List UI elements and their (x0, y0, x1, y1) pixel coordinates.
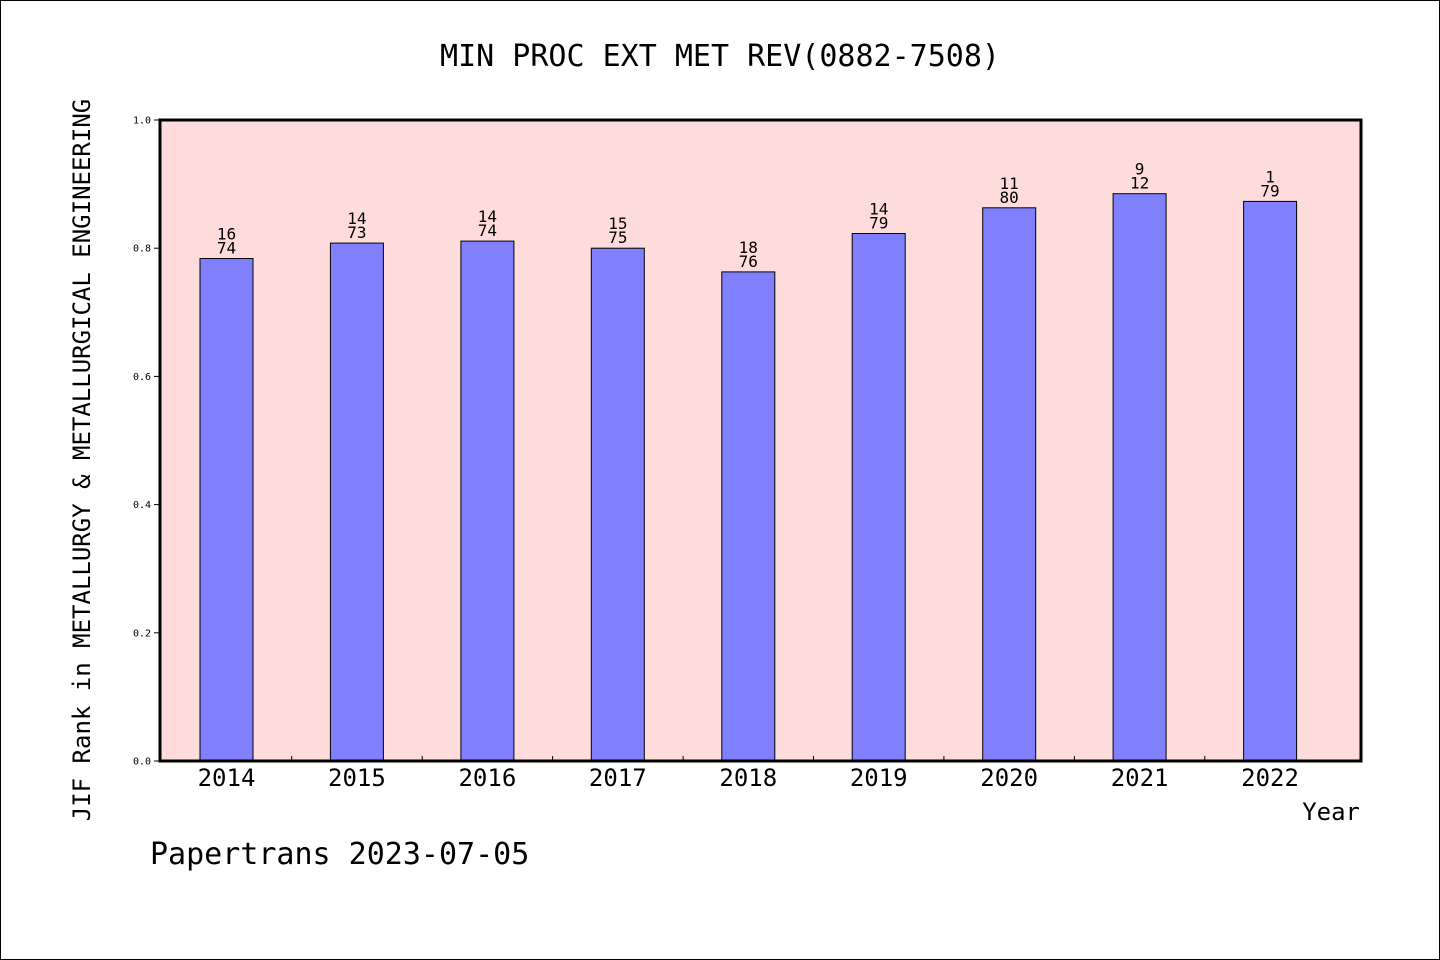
y-tick-label: 0.6 (133, 372, 151, 383)
y-tick-label: 0.4 (133, 500, 151, 511)
bar-total-label-2014: 74 (217, 239, 236, 258)
bar-total-label-2016: 74 (478, 221, 497, 240)
x-tick-label-2016: 2016 (458, 764, 516, 792)
x-tick-label-2017: 2017 (589, 764, 647, 792)
bar-2022 (1243, 200, 1298, 762)
bar-total-label-2015: 73 (347, 223, 366, 242)
x-axis: 2014 2015 2016 2017 2018 2019 2020 2021 2022 (198, 756, 1299, 792)
bar-total-label-2018: 76 (739, 252, 758, 271)
bar-total-label-2021: 12 (1130, 174, 1149, 193)
x-tick-label-2015: 2015 (328, 764, 386, 792)
bar-rank-label-2021: 9 (1135, 160, 1145, 179)
bar-2016 (460, 240, 515, 762)
bar-rank-label-2015: 14 (347, 209, 366, 228)
bar-2017 (590, 247, 645, 762)
x-tick-label-2019: 2019 (850, 764, 908, 792)
x-axis-title: Year (1302, 798, 1360, 826)
y-axis-title: JIF Rank in METALLURGY & METALLURGICAL E… (68, 99, 96, 821)
bars-layer (199, 193, 1298, 762)
bar-2018 (721, 271, 776, 762)
x-tick-label-2022: 2022 (1241, 764, 1299, 792)
bar-2014 (199, 258, 254, 762)
bar-rank-label-2017: 15 (608, 214, 627, 233)
chart-title: MIN PROC EXT MET REV(0882-7508) (440, 39, 1000, 74)
bar-total-label-2017: 75 (608, 228, 627, 247)
y-tick-label: 0.2 (133, 628, 151, 639)
x-tick-label-2018: 2018 (719, 764, 777, 792)
bar-rank-label-2022: 1 (1265, 167, 1275, 186)
papertrans-watermark: Papertrans 2023-07-05 (150, 837, 529, 872)
bar-2021 (1112, 193, 1167, 762)
bar-rank-label-2018: 18 (739, 238, 758, 257)
bar-2015 (329, 242, 384, 762)
y-axis: 0.0 0.2 0.4 0.6 0.8 1.0 (133, 116, 160, 768)
bar-total-label-2020: 80 (1000, 188, 1019, 207)
x-tick-label-2021: 2021 (1111, 764, 1169, 792)
bar-total-label-2022: 79 (1260, 181, 1279, 200)
y-tick-label: 1.0 (133, 116, 151, 127)
bar-2019 (851, 233, 906, 762)
y-tick-label: 0.0 (133, 757, 151, 768)
x-tick-label-2014: 2014 (198, 764, 256, 792)
plot-border (158, 118, 1363, 763)
bar-total-label-2019: 79 (869, 214, 888, 233)
y-tick-label: 0.8 (133, 244, 151, 255)
bar-rank-label-2019: 14 (869, 200, 888, 219)
bar-rank-label-2014: 16 (217, 225, 236, 244)
bar-2020 (982, 207, 1037, 762)
bar-rank-label-2020: 11 (1000, 174, 1019, 193)
bar-rank-label-2016: 14 (478, 207, 497, 226)
x-tick-label-2020: 2020 (980, 764, 1038, 792)
